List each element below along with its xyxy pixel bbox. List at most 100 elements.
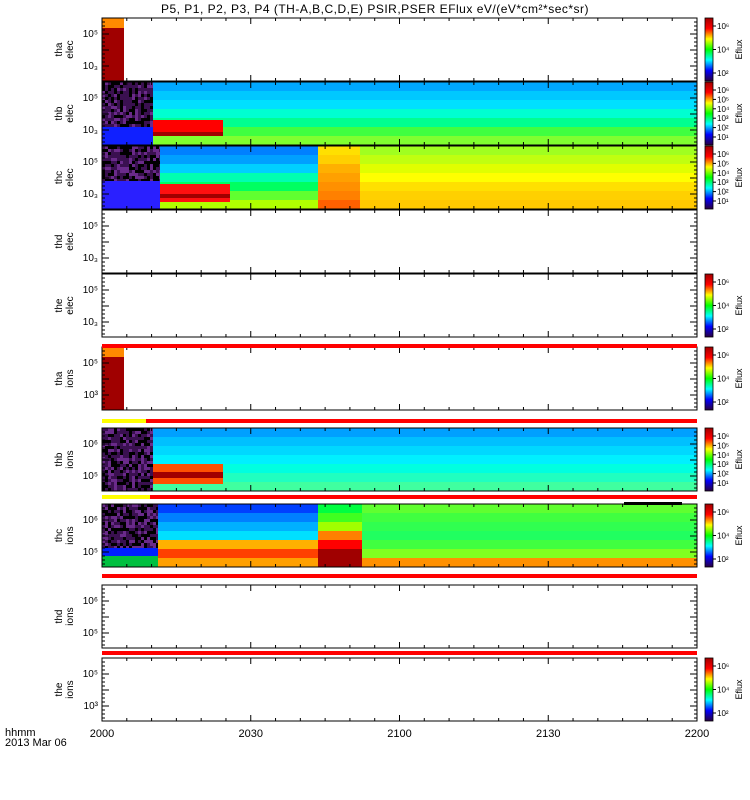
heatmap-cell: [138, 106, 141, 109]
heatmap-cell: [150, 94, 153, 97]
heatmap-cell: [126, 485, 129, 488]
heatmap-cell: [108, 537, 111, 540]
heatmap-cell: [408, 549, 453, 559]
heatmap-cell: [111, 82, 114, 85]
heatmap-cell: [123, 440, 126, 443]
heatmap-cell: [333, 455, 369, 465]
heatmap-cell: [129, 519, 132, 522]
heatmap-cell: [129, 467, 132, 470]
heatmap-cell: [135, 146, 138, 149]
heatmap-cell: [150, 525, 153, 528]
heatmap-cell: [117, 528, 120, 531]
heatmap-cell: [144, 179, 147, 182]
heatmap-cell: [261, 455, 297, 465]
heatmap-cell: [678, 200, 697, 209]
heatmap-cell: [138, 100, 141, 103]
colorbar-tick-label: 10⁶: [717, 86, 729, 95]
heatmap-cell: [261, 91, 297, 101]
heatmap-cell: [150, 437, 153, 440]
heatmap-cell: [135, 537, 138, 540]
heatmap-cell: [147, 534, 150, 537]
heatmap-cell: [150, 440, 153, 443]
heatmap-cell: [105, 179, 108, 182]
heatmap-cell: [126, 170, 129, 173]
heatmap-cell: [513, 127, 549, 137]
heatmap-cell: [369, 100, 405, 110]
heatmap-cell: [138, 115, 141, 118]
panel-label: elec: [65, 168, 76, 186]
heatmap-cell: [135, 158, 138, 161]
heatmap-cell: [138, 525, 141, 528]
heatmap-cell: [144, 82, 147, 85]
heatmap-cell: [147, 152, 150, 155]
heatmap-cell: [150, 97, 153, 100]
heatmap-cell: [156, 158, 159, 161]
heatmap-cell: [105, 467, 108, 470]
heatmap-cell: [132, 531, 135, 534]
heatmap-cell: [280, 164, 310, 174]
heatmap-cell: [105, 531, 108, 534]
heatmap-cell: [111, 473, 114, 476]
heatmap-cell: [117, 519, 120, 522]
heatmap-cell: [120, 488, 123, 491]
heatmap-cell: [585, 446, 621, 456]
heatmap-cell: [135, 531, 138, 534]
heatmap-cell: [126, 504, 129, 507]
heatmap-cell: [318, 173, 360, 183]
heatmap-cell: [549, 464, 585, 474]
heatmap-cell: [147, 476, 150, 479]
heatmap-cell: [150, 103, 153, 106]
heatmap-cell: [105, 479, 108, 482]
heatmap-cell: [120, 449, 123, 452]
heatmap-cell: [138, 543, 141, 546]
heatmap-cell: [147, 94, 150, 97]
heatmap-cell: [678, 173, 697, 183]
heatmap-cell: [513, 446, 549, 456]
ytick-label: 10₃: [83, 317, 98, 328]
heatmap-cell: [153, 472, 223, 478]
heatmap-cell: [153, 513, 156, 516]
heatmap-cell: [135, 534, 138, 537]
heatmap-cell: [585, 473, 621, 483]
heatmap-cell: [147, 158, 150, 161]
heatmap-cell: [549, 482, 585, 491]
heatmap-cell: [114, 446, 117, 449]
heatmap-cell: [132, 488, 135, 491]
heatmap-cell: [150, 516, 153, 519]
colorbar-label: Eflux: [734, 449, 744, 470]
heatmap-cell: [126, 109, 129, 112]
colorbar: [704, 17, 714, 82]
heatmap-cell: [693, 473, 697, 483]
heatmap-cell: [198, 513, 238, 523]
panel-data-tha-elec: [102, 18, 124, 81]
heatmap-cell: [150, 124, 153, 127]
heatmap-cell: [138, 149, 141, 152]
heatmap-cell: [678, 504, 697, 514]
heatmap-cell: [220, 146, 250, 156]
heatmap-cell: [111, 440, 114, 443]
ytick-label: 10⁵: [83, 669, 98, 680]
heatmap-cell: [141, 522, 144, 525]
heatmap-cell: [141, 446, 144, 449]
heatmap-cell: [114, 161, 117, 164]
heatmap-cell: [117, 458, 120, 461]
heatmap-cell: [123, 94, 126, 97]
heatmap-cell: [120, 118, 123, 121]
heatmap-cell: [144, 476, 147, 479]
heatmap-cell: [318, 540, 362, 550]
heatmap-cell: [114, 106, 117, 109]
heatmap-cell: [144, 537, 147, 540]
heatmap-cell: [398, 182, 438, 192]
heatmap-cell: [318, 531, 362, 541]
heatmap-cell: [117, 112, 120, 115]
heatmap-cell: [108, 510, 111, 513]
heatmap-cell: [585, 100, 621, 110]
heatmap-cell: [153, 161, 156, 164]
heatmap-cell: [114, 516, 117, 519]
heatmap-cell: [123, 124, 126, 127]
heatmap-cell: [111, 455, 114, 458]
heatmap-cell: [105, 470, 108, 473]
heatmap-cell: [513, 91, 549, 101]
heatmap-cell: [114, 528, 117, 531]
heatmap-cell: [518, 155, 558, 165]
